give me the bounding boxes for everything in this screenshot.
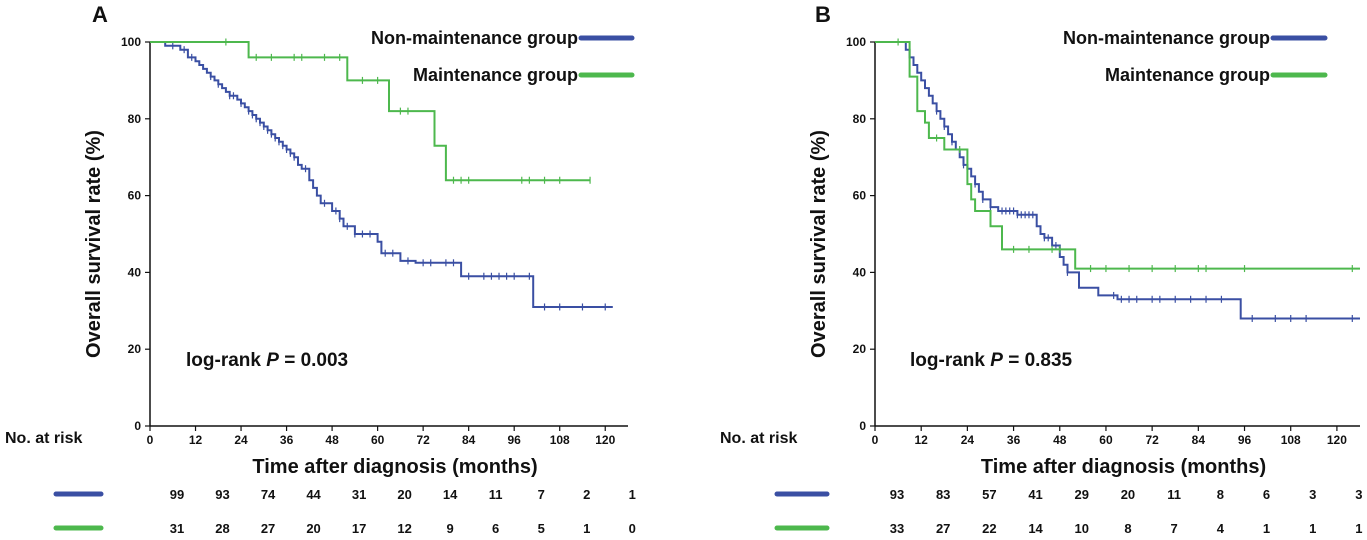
panel-a-risk-row-non-maintenance-count: 93: [215, 487, 229, 502]
panel-a-risk-row-maintenance-count: 0: [629, 521, 636, 536]
panel-a-x-tick-label: 96: [508, 433, 522, 447]
panel-a-y-tick-label: 60: [128, 189, 142, 203]
panel-b-risk-row-non-maintenance-count: 93: [890, 487, 904, 502]
panel-b-x-tick-label: 12: [915, 433, 929, 447]
panel-a-risk-row-maintenance-count: 6: [492, 521, 499, 536]
panel-a-y-tick-label: 0: [134, 419, 141, 433]
panel-a-x-tick-label: 36: [280, 433, 294, 447]
panel-a-x-axis-title: Time after diagnosis (months): [252, 456, 537, 478]
panel-a-y-tick-label: 80: [128, 112, 142, 126]
panel-a-risk-row-maintenance-count: 28: [215, 521, 229, 536]
panel-a-risk-row-maintenance-count: 1: [583, 521, 590, 536]
panel-b-legend-maintenance-label: Maintenance group: [1105, 65, 1270, 85]
panel-b-risk-row-non-maintenance-count: 41: [1028, 487, 1042, 502]
panel-a-risk-row-maintenance-count: 27: [261, 521, 275, 536]
panel-b-risk-row-maintenance-count: 22: [982, 521, 996, 536]
panel-a-legend-non-maintenance-label: Non-maintenance group: [371, 28, 578, 48]
panel-a-x-tick-label: 12: [189, 433, 203, 447]
panel-a-risk-row-non-maintenance-count: 74: [261, 487, 276, 502]
panel-b-risk-row-non-maintenance-count: 3: [1309, 487, 1316, 502]
panel-b-y-tick-label: 40: [853, 265, 867, 279]
panel-a-risk-row-maintenance-count: 5: [538, 521, 545, 536]
panel-b-x-tick-label: 48: [1053, 433, 1067, 447]
panel-b-risk-row-non-maintenance-count: 29: [1075, 487, 1089, 502]
panel-a-risk-row-maintenance-count: 31: [170, 521, 184, 536]
panel-a-risk-row-non-maintenance-count: 1: [629, 487, 636, 502]
panel-a-risk-row-non-maintenance-count: 7: [538, 487, 545, 502]
panel-b-y-tick-label: 0: [859, 419, 866, 433]
panel-b-legend-non-maintenance-label: Non-maintenance group: [1063, 28, 1270, 48]
panel-b-x-tick-label: 84: [1192, 433, 1206, 447]
panel-b-risk-row-maintenance-count: 33: [890, 521, 904, 536]
panel-b-series-maintenance-curve: [875, 41, 1360, 270]
panel-a-risk-row-non-maintenance-count: 31: [352, 487, 366, 502]
panel-b-logrank-annotation: log-rank P = 0.835: [910, 350, 1073, 371]
panel-b-letter: B: [815, 2, 831, 27]
panel-b-risk-row-non-maintenance-count: 57: [982, 487, 996, 502]
panel-b-y-tick-label: 20: [853, 342, 867, 356]
panel-b-x-tick-label: 120: [1327, 433, 1347, 447]
panel-a-x-tick-label: 72: [416, 433, 430, 447]
panel-b-risk-row-non-maintenance-count: 6: [1263, 487, 1270, 502]
panel-a-risk-row-non-maintenance-count: 14: [443, 487, 458, 502]
panel-b-risk-row-non-maintenance-count: 20: [1121, 487, 1135, 502]
panel-b-risk-row-maintenance-count: 14: [1028, 521, 1043, 536]
panel-a-x-tick-label: 84: [462, 433, 476, 447]
panel-b-y-axis-title: Overall survival rate (%): [808, 130, 830, 358]
panel-a-letter: A: [92, 2, 108, 27]
panel-b-series-non-maintenance-curve: [875, 41, 1360, 320]
panel-a-x-tick-label: 60: [371, 433, 385, 447]
panel-b-y-tick-label: 80: [853, 112, 867, 126]
panel-b-x-axis-title: Time after diagnosis (months): [981, 456, 1266, 478]
panel-b-risk-row-maintenance-count: 10: [1075, 521, 1089, 536]
panel-b-risk-row-maintenance-count: 4: [1217, 521, 1225, 536]
panel-b-risk-row-maintenance-count: 1: [1309, 521, 1316, 536]
panel-a-y-tick-label: 20: [128, 342, 142, 356]
panel-a-y-axis-title: Overall survival rate (%): [83, 130, 105, 358]
panel-b-risk-row-maintenance-count: 1: [1263, 521, 1270, 536]
panel-b-risk-row-maintenance-count: 7: [1171, 521, 1178, 536]
panel-a-x-tick-label: 120: [595, 433, 615, 447]
panel-a-series-maintenance-curve: [150, 41, 591, 182]
panel-b-x-tick-label: 72: [1145, 433, 1159, 447]
panel-b-risk-row-non-maintenance-count: 3: [1355, 487, 1362, 502]
panel-b-risk-row-non-maintenance-count: 8: [1217, 487, 1224, 502]
panel-b-y-tick-label: 60: [853, 189, 867, 203]
panel-b-x-tick-label: 0: [872, 433, 879, 447]
panel-b-y-tick-label: 100: [846, 35, 866, 49]
panel-a-risk-row-non-maintenance-count: 99: [170, 487, 184, 502]
panel-b-x-tick-label: 36: [1007, 433, 1021, 447]
panel-a-x-tick-label: 108: [550, 433, 570, 447]
panel-b-risk-row-non-maintenance-count: 83: [936, 487, 950, 502]
panel-a-y-tick-label: 40: [128, 265, 142, 279]
panel-b-risk-row-non-maintenance-count: 11: [1167, 487, 1181, 502]
panel-a-risk-row-maintenance-count: 17: [352, 521, 366, 536]
panel-b-risk-row-maintenance-count: 1: [1355, 521, 1362, 536]
panel-a-x-tick-label: 48: [325, 433, 339, 447]
panel-a-risk-row-maintenance-count: 20: [306, 521, 320, 536]
panel-a-risk-row-non-maintenance-count: 2: [583, 487, 590, 502]
panel-a-risk-row-non-maintenance-count: 44: [306, 487, 321, 502]
panel-b-risk-row-maintenance-count: 27: [936, 521, 950, 536]
panel-a-x-tick-label: 0: [147, 433, 154, 447]
panel-b-risk-table-title: No. at risk: [720, 430, 797, 447]
panel-a-risk-row-maintenance-count: 9: [447, 521, 454, 536]
panel-a-risk-table-title: No. at risk: [5, 430, 82, 447]
panel-a-logrank-annotation: log-rank P = 0.003: [186, 350, 348, 371]
panel-b-x-tick-label: 60: [1099, 433, 1113, 447]
panel-a-risk-row-non-maintenance-count: 11: [489, 487, 503, 502]
panel-b-x-tick-label: 108: [1281, 433, 1301, 447]
panel-a-risk-row-non-maintenance-count: 20: [397, 487, 411, 502]
panel-a-x-tick-label: 24: [234, 433, 248, 447]
panel-b-x-tick-label: 24: [961, 433, 975, 447]
panel-b-x-tick-label: 96: [1238, 433, 1252, 447]
panel-b-risk-row-maintenance-count: 8: [1124, 521, 1131, 536]
panel-a-legend-maintenance-label: Maintenance group: [413, 65, 578, 85]
panel-a-risk-row-maintenance-count: 12: [397, 521, 411, 536]
panel-a-y-tick-label: 100: [121, 35, 141, 49]
